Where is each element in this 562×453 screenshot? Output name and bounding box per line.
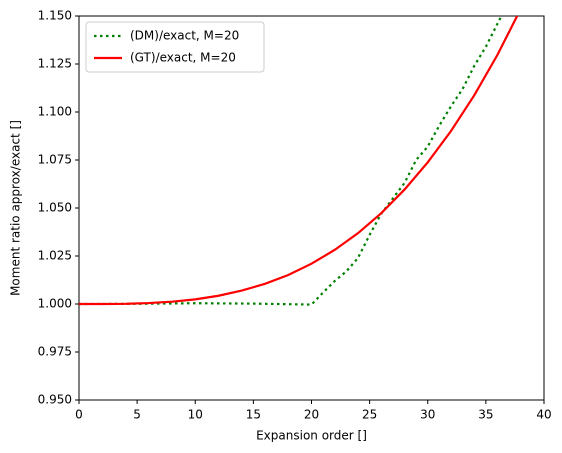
x-axis-label: Expansion order [] bbox=[256, 429, 367, 443]
y-tick-label: 1.050 bbox=[38, 201, 72, 215]
x-tick-label: 5 bbox=[133, 408, 141, 422]
x-tick-label: 15 bbox=[246, 408, 261, 422]
y-tick-label: 1.025 bbox=[38, 249, 72, 263]
y-tick-label: 1.150 bbox=[38, 9, 72, 23]
x-tick-label: 40 bbox=[536, 408, 551, 422]
data-line bbox=[79, 16, 519, 306]
x-tick-label: 10 bbox=[188, 408, 203, 422]
plot-area bbox=[79, 16, 519, 306]
x-tick-label: 35 bbox=[478, 408, 493, 422]
x-tick-label: 25 bbox=[362, 408, 377, 422]
y-tick-label: 0.950 bbox=[38, 393, 72, 407]
y-tick-label: 0.975 bbox=[38, 345, 72, 359]
data-line bbox=[79, 16, 503, 306]
plot-frame bbox=[78, 15, 545, 401]
x-tick-label: 30 bbox=[420, 408, 435, 422]
y-tick-label: 1.075 bbox=[38, 153, 72, 167]
y-tick-label: 1.125 bbox=[38, 57, 72, 71]
legend-label: (GT)/exact, M=20 bbox=[130, 51, 236, 65]
x-tick-label: 20 bbox=[304, 408, 319, 422]
x-tick-label: 0 bbox=[75, 408, 83, 422]
legend-label: (DM)/exact, M=20 bbox=[130, 29, 239, 43]
y-axis-label: Moment ratio approx/exact [] bbox=[9, 120, 23, 296]
y-tick-label: 1.000 bbox=[38, 297, 72, 311]
y-tick-label: 1.100 bbox=[38, 105, 72, 119]
legend-box bbox=[85, 21, 265, 73]
